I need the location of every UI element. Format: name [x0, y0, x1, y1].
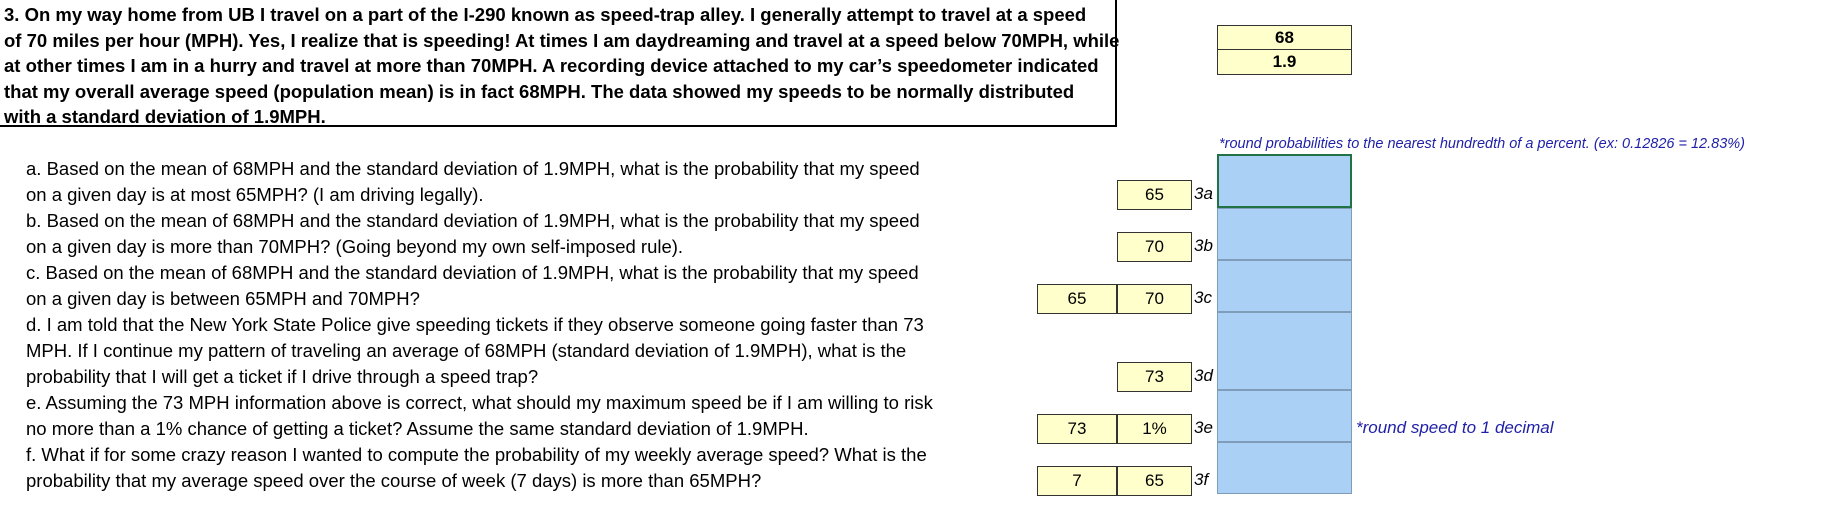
- problem-line: with a standard deviation of 1.9MPH.: [4, 106, 326, 127]
- answer-3f-cell[interactable]: [1217, 442, 1352, 494]
- problem-line: that my overall average speed (populatio…: [4, 80, 1075, 102]
- question-line: on a given day is at most 65MPH? (I am d…: [26, 184, 484, 205]
- problem-line: of 70 miles per hour (MPH). Yes, I reali…: [4, 29, 1120, 51]
- answer-3e-cell[interactable]: [1217, 390, 1352, 442]
- answer-3b-cell[interactable]: [1217, 208, 1352, 260]
- speed-rounding-note: *round speed to 1 decimal: [1356, 418, 1554, 437]
- question-line: MPH. If I continue my pattern of traveli…: [26, 340, 907, 361]
- answer-3d-cell[interactable]: [1217, 312, 1352, 390]
- question-line: c. Based on the mean of 68MPH and the st…: [26, 262, 919, 283]
- tag-3d: 3d: [1194, 366, 1213, 385]
- tag-3e: 3e: [1194, 418, 1213, 437]
- tag-3b: 3b: [1194, 236, 1213, 255]
- sd-cell[interactable]: 1.9: [1217, 50, 1352, 75]
- tag-3f: 3f: [1194, 470, 1209, 489]
- question-line: no more than a 1% chance of getting a ti…: [26, 418, 809, 439]
- tag-3c: 3c: [1194, 288, 1212, 307]
- input-3f-n[interactable]: 7: [1037, 466, 1117, 496]
- question-line: d. I am told that the New York State Pol…: [26, 314, 924, 335]
- input-3d-value[interactable]: 73: [1117, 362, 1192, 392]
- problem-statement: 3. On my way home from UB I travel on a …: [0, 0, 1120, 127]
- problem-line: 3. On my way home from UB I travel on a …: [4, 4, 1087, 25]
- question-line: a. Based on the mean of 68MPH and the st…: [26, 158, 920, 179]
- input-3c-upper[interactable]: 70: [1117, 284, 1192, 314]
- question-line: f. What if for some crazy reason I wante…: [26, 444, 927, 465]
- question-line: probability that my average speed over t…: [26, 470, 762, 491]
- tag-3a: 3a: [1194, 184, 1213, 203]
- answer-3a-cell[interactable]: [1217, 154, 1352, 208]
- question-line: probability that I will get a ticket if …: [26, 366, 539, 387]
- input-3f-value[interactable]: 65: [1117, 466, 1192, 496]
- question-line: e. Assuming the 73 MPH information above…: [26, 392, 933, 413]
- answer-3c-cell[interactable]: [1217, 260, 1352, 312]
- input-3a-value[interactable]: 65: [1117, 180, 1192, 210]
- question-line: on a given day is between 65MPH and 70MP…: [26, 288, 420, 309]
- mean-cell[interactable]: 68: [1217, 25, 1352, 50]
- input-3c-lower[interactable]: 65: [1037, 284, 1117, 314]
- input-3e-limit[interactable]: 73: [1037, 414, 1117, 444]
- input-3e-risk[interactable]: 1%: [1117, 414, 1192, 444]
- probability-rounding-note: *round probabilities to the nearest hund…: [1219, 136, 1745, 152]
- input-3b-value[interactable]: 70: [1117, 232, 1192, 262]
- question-line: on a given day is more than 70MPH? (Goin…: [26, 236, 684, 257]
- problem-line: at other times I am in a hurry and trave…: [4, 55, 1099, 76]
- question-line: b. Based on the mean of 68MPH and the st…: [26, 210, 920, 231]
